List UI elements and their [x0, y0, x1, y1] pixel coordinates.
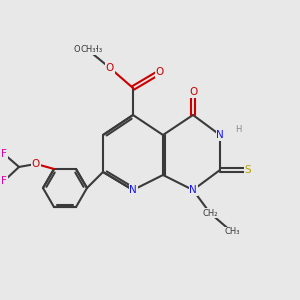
Text: CH₂: CH₂: [202, 208, 218, 217]
Text: O−CH₃: O−CH₃: [74, 46, 103, 55]
Text: O: O: [32, 159, 40, 169]
Text: O: O: [156, 67, 164, 77]
Text: N: N: [189, 185, 197, 195]
Text: CH₃: CH₃: [224, 227, 240, 236]
Text: O: O: [189, 87, 197, 97]
Text: N: N: [129, 185, 137, 195]
Text: CH₃: CH₃: [80, 46, 96, 55]
Text: N: N: [216, 130, 224, 140]
Text: S: S: [245, 165, 251, 175]
Text: O: O: [106, 63, 114, 73]
Text: F: F: [1, 176, 7, 186]
Text: H: H: [235, 124, 241, 134]
Text: F: F: [1, 149, 7, 159]
